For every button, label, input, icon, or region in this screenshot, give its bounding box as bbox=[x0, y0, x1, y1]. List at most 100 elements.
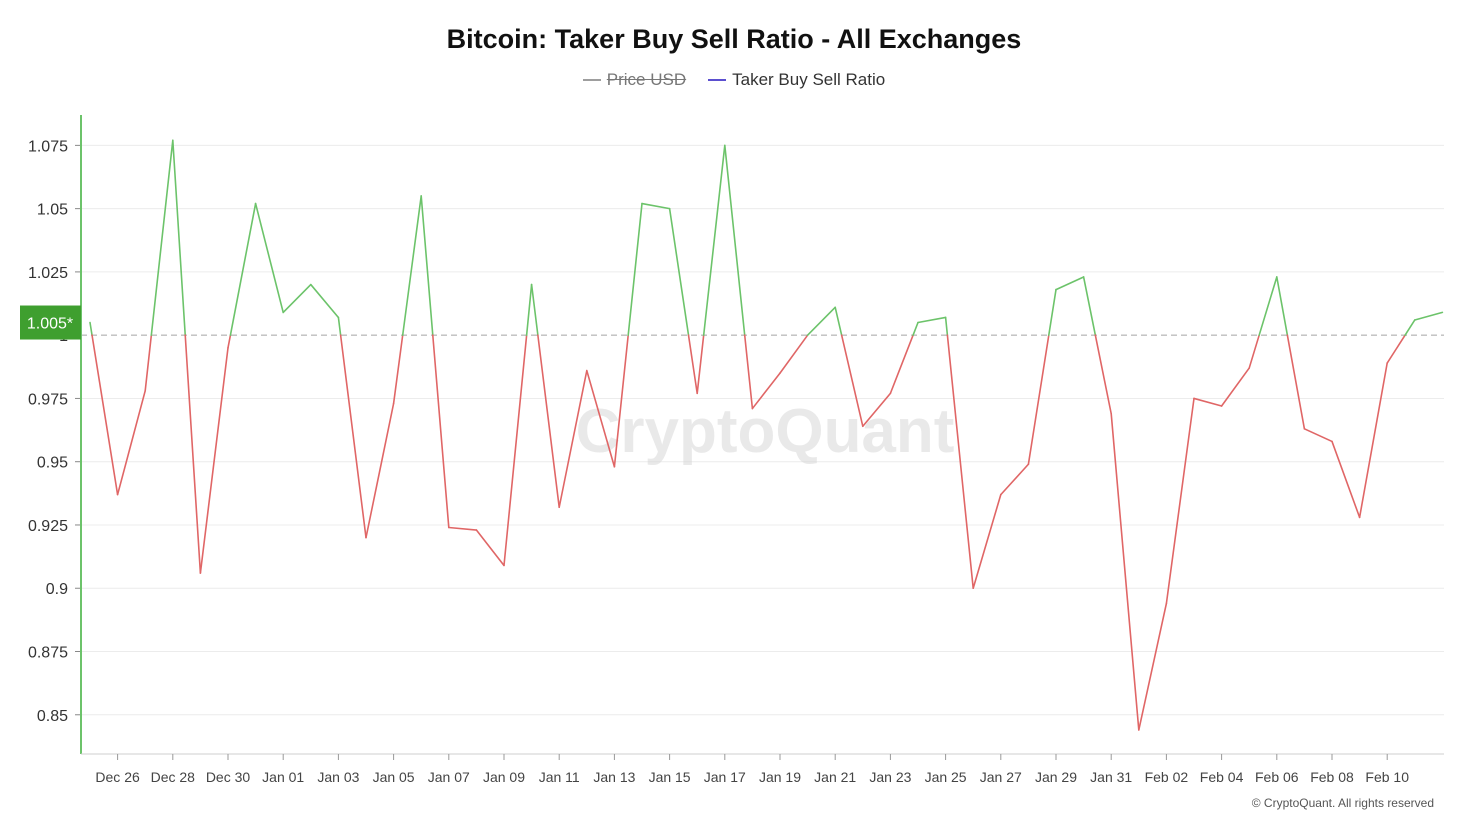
series-segment bbox=[840, 334, 864, 428]
series-line bbox=[89, 139, 1444, 731]
series-segment bbox=[537, 334, 561, 509]
y-tick-label: 0.975 bbox=[28, 391, 68, 408]
series-segment bbox=[1258, 276, 1278, 336]
series-segment bbox=[627, 202, 643, 336]
series-segment bbox=[1082, 276, 1097, 336]
series-segment bbox=[613, 334, 630, 468]
series-segment bbox=[447, 526, 478, 531]
series-segment bbox=[337, 316, 342, 336]
x-tick-label: Dec 30 bbox=[206, 769, 251, 785]
series-segment bbox=[392, 334, 404, 405]
series-segment bbox=[1055, 276, 1085, 291]
series-segment bbox=[723, 144, 746, 336]
series-segment bbox=[144, 334, 153, 392]
legend-item-price-usd[interactable]: Price USD bbox=[582, 70, 687, 90]
series-segment bbox=[806, 306, 837, 336]
series-segment bbox=[1048, 288, 1057, 336]
legend: Price USD Taker Buy Sell Ratio bbox=[0, 70, 1468, 90]
x-tick-label: Jan 27 bbox=[980, 769, 1022, 785]
series-segment bbox=[558, 369, 588, 509]
series-segment bbox=[401, 195, 423, 336]
current-value-label: 1.005* bbox=[27, 316, 73, 333]
series-segment bbox=[743, 334, 754, 410]
series-segment bbox=[889, 334, 914, 395]
series-segment bbox=[116, 390, 146, 496]
watermark: CryptoQuant bbox=[576, 397, 955, 466]
x-tick-label: Jan 31 bbox=[1090, 769, 1132, 785]
x-tick-label: Jan 11 bbox=[539, 769, 580, 785]
x-tick-label: Jan 17 bbox=[704, 769, 746, 785]
series-segment bbox=[365, 402, 395, 539]
current-value-box bbox=[20, 305, 81, 340]
x-tick-label: Jan 25 bbox=[925, 769, 967, 785]
legend-item-taker-ratio[interactable]: Taker Buy Sell Ratio bbox=[708, 70, 885, 90]
series-segment bbox=[530, 283, 539, 336]
chart-title: Bitcoin: Taker Buy Sell Ratio - All Exch… bbox=[446, 24, 1022, 54]
x-tick-label: Jan 09 bbox=[483, 769, 525, 785]
series-segment bbox=[944, 316, 949, 336]
y-tick-label: 1.025 bbox=[28, 265, 68, 282]
series-segment bbox=[1094, 334, 1112, 415]
x-tick-label: Jan 03 bbox=[317, 769, 359, 785]
series-segment bbox=[917, 316, 947, 324]
y-tick-label: 0.925 bbox=[28, 518, 68, 535]
series-segment bbox=[229, 202, 257, 336]
y-tick-label: 1.05 bbox=[37, 202, 68, 219]
series-segment bbox=[199, 347, 229, 574]
series-segment bbox=[1220, 367, 1250, 407]
series-segment bbox=[751, 372, 781, 410]
series-segment bbox=[172, 139, 187, 336]
series-segment bbox=[668, 207, 690, 336]
series-segment bbox=[503, 334, 528, 567]
x-tick-label: Jan 23 bbox=[869, 769, 911, 785]
x-tick-label: Jan 05 bbox=[373, 769, 415, 785]
y-tick-label: 1.075 bbox=[28, 138, 68, 155]
series-segment bbox=[1248, 334, 1260, 369]
series-segment bbox=[696, 334, 705, 395]
series-segment bbox=[1404, 319, 1416, 336]
current-value-badge: 1.005* bbox=[20, 305, 81, 340]
series-segment bbox=[861, 392, 892, 428]
y-tick-label: 0.85 bbox=[37, 708, 68, 725]
x-tick-label: Feb 10 bbox=[1365, 769, 1409, 785]
series-segment bbox=[1110, 412, 1140, 731]
y-tick-label: 0.95 bbox=[37, 455, 68, 472]
x-tick-label: Feb 06 bbox=[1255, 769, 1299, 785]
series-segment bbox=[254, 202, 285, 314]
series-segment bbox=[972, 493, 1002, 590]
series-segment bbox=[309, 283, 340, 319]
series-segment bbox=[687, 334, 699, 395]
x-tick-label: Feb 04 bbox=[1200, 769, 1244, 785]
series-segment bbox=[1286, 334, 1306, 430]
legend-label-price-usd: Price USD bbox=[606, 70, 687, 89]
series-segment bbox=[1165, 397, 1195, 605]
y-axis: 1.0751.051.02510.9750.950.9250.90.8750.8… bbox=[28, 115, 82, 754]
x-tick-label: Jan 29 bbox=[1035, 769, 1077, 785]
series-segment bbox=[1358, 362, 1388, 519]
series-segment bbox=[641, 202, 671, 210]
grid bbox=[81, 144, 1444, 716]
series-segment bbox=[585, 369, 616, 468]
series-segment bbox=[420, 195, 434, 336]
x-tick-label: Feb 08 bbox=[1310, 769, 1354, 785]
series-segment bbox=[999, 463, 1030, 496]
series-segment bbox=[282, 283, 312, 314]
series-segment bbox=[91, 334, 119, 496]
series-segment bbox=[912, 321, 919, 336]
x-tick-label: Jan 01 bbox=[262, 769, 304, 785]
x-tick-label: Feb 02 bbox=[1145, 769, 1189, 785]
series-segment bbox=[1276, 276, 1289, 336]
x-tick-label: Jan 15 bbox=[649, 769, 691, 785]
series-segment bbox=[1193, 397, 1223, 407]
series-segment bbox=[1303, 428, 1333, 443]
series-segment bbox=[702, 144, 726, 336]
series-segment bbox=[184, 334, 202, 574]
y-tick-label: 0.9 bbox=[46, 581, 68, 598]
series-segment bbox=[779, 334, 809, 374]
x-tick-label: Dec 26 bbox=[95, 769, 140, 785]
series-segment bbox=[1138, 602, 1168, 731]
series-segment bbox=[475, 529, 505, 567]
x-axis: Dec 26 Dec 28 Dec 30 Jan 01 Jan 03 Jan 05 Jan … bbox=[81, 753, 1444, 785]
series-segment bbox=[339, 334, 367, 539]
